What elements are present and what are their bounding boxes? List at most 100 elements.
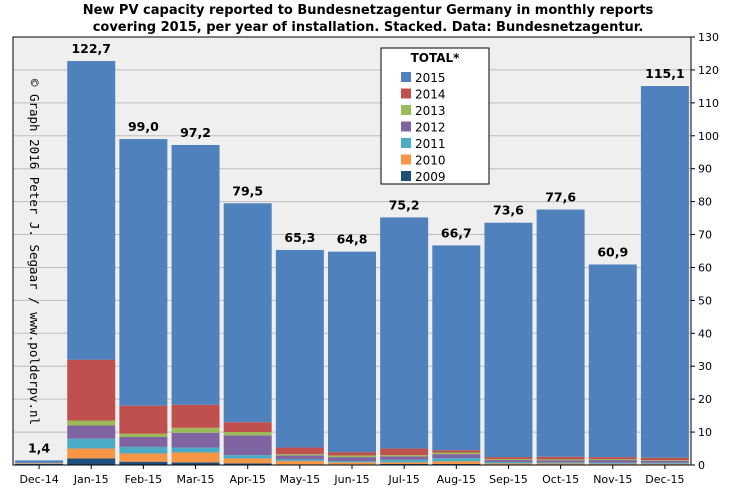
bar-segment-2015 <box>484 222 533 458</box>
total-labels: 1,4 122,7 99,0 97,2 79,5 65,3 64,8 75,2 66,7 73,6… <box>28 41 685 455</box>
bar-segment-2012 <box>484 460 533 463</box>
bar-segment-2015 <box>640 86 689 458</box>
y-tick-label: 40 <box>698 327 712 340</box>
x-tick-label: Aug-15 <box>437 473 476 486</box>
bar-segment-2015 <box>588 264 637 458</box>
bar-segment-2010 <box>275 461 324 465</box>
y-axis: 0 10 20 30 40 50 60 70 80 90 100 110 120 130 <box>691 31 719 472</box>
bar-segment-2015 <box>328 251 376 453</box>
y-tick-label: 30 <box>698 360 712 373</box>
y-tick-label: 80 <box>698 196 712 209</box>
bar-segment-2015 <box>223 203 272 423</box>
bar-segment-2012 <box>380 456 429 460</box>
bar-segment-2014 <box>223 422 272 433</box>
x-tick-label: Apr-15 <box>230 473 266 486</box>
bar-segment-2010 <box>15 463 64 465</box>
legend-entry-2010: 2010 <box>415 154 446 168</box>
y-tick-label: 110 <box>698 97 719 110</box>
y-tick-label: 70 <box>698 229 712 242</box>
bar-segment-2015 <box>15 460 64 463</box>
x-tick-label: Oct-15 <box>542 473 579 486</box>
bar-segment-2013 <box>223 432 272 436</box>
legend-entry-2014: 2014 <box>415 88 446 102</box>
legend-swatch-2014 <box>401 88 411 99</box>
bar-segment-2011 <box>484 462 533 464</box>
total-data-label: 115,1 <box>645 66 685 81</box>
total-data-label: 75,2 <box>389 197 420 212</box>
bar-segment-2010 <box>588 463 637 465</box>
watermark-text: © Graph 2016 Peter J. Segaar / www.polde… <box>27 79 42 425</box>
bar-segment-2013 <box>119 433 168 438</box>
chart-title: New PV capacity reported to Bundesnetzag… <box>83 3 654 35</box>
bar-segment-2014 <box>536 456 585 460</box>
bar-segment-2012 <box>588 460 637 463</box>
bar-segment-2012 <box>536 460 585 463</box>
total-data-label: 79,5 <box>232 183 263 198</box>
bar-segment-2009 <box>171 462 220 465</box>
bar-segment-2012 <box>432 454 481 459</box>
legend-swatch-2011 <box>401 138 411 148</box>
bar-segment-2009 <box>223 463 272 465</box>
legend: TOTAL* 2015 2014 2013 2012 2011 2010 2009 <box>380 47 490 185</box>
chart-title-line-1: New PV capacity reported to Bundesnetzag… <box>83 3 654 18</box>
bar-segment-2010 <box>432 461 481 465</box>
legend-swatch-2010 <box>401 154 411 165</box>
bar-segment-2015 <box>380 217 429 449</box>
bar-segment-2014 <box>484 457 533 460</box>
bar-segment-2010 <box>640 463 689 465</box>
total-data-label: 77,6 <box>545 190 576 205</box>
bar-segment-2014 <box>588 457 637 460</box>
legend-box <box>380 47 490 185</box>
bar-segment-2013 <box>328 455 376 458</box>
x-tick-label: Dec-14 <box>19 473 58 486</box>
bar-segment-2009 <box>67 458 116 465</box>
bar-segment-2014 <box>67 359 116 421</box>
y-tick-label: 50 <box>698 294 712 307</box>
x-tick-label: Jan-15 <box>73 473 109 486</box>
bar-segment-2015 <box>119 139 168 406</box>
legend-swatch-2013 <box>401 105 411 115</box>
y-tick-label: 130 <box>698 31 719 44</box>
bar-segment-2015 <box>536 209 585 457</box>
bar-segment-2011 <box>432 458 481 462</box>
bar-segment-2011 <box>223 455 272 459</box>
y-tick-label: 90 <box>698 163 712 176</box>
legend-entry-2009: 2009 <box>415 170 446 184</box>
bar-segment-2014 <box>275 447 324 455</box>
bar-segment-2010 <box>536 463 585 465</box>
bar-segment-2012 <box>640 460 689 463</box>
bar-segment-2011 <box>380 459 429 463</box>
bar-segment-2014 <box>432 450 481 453</box>
bar-segment-2012 <box>328 457 376 462</box>
total-data-label: 64,8 <box>337 232 368 247</box>
x-tick-label: May-15 <box>280 473 321 486</box>
x-tick-label: Dec-15 <box>645 473 684 486</box>
total-data-label: 99,0 <box>128 119 159 134</box>
bar-segment-2011 <box>640 462 689 464</box>
x-tick-label: Jun-15 <box>333 473 369 486</box>
bar-segment-2015 <box>275 250 324 448</box>
chart-title-line-2: covering 2015, per year of installation.… <box>93 20 644 35</box>
y-tick-label: 120 <box>698 64 719 77</box>
bar-segment-2015 <box>432 245 481 451</box>
bar-segment-2011 <box>67 438 116 449</box>
bar-segment-2013 <box>380 455 429 457</box>
bars <box>15 61 689 465</box>
x-tick-label: Nov-15 <box>593 473 632 486</box>
bar-segment-2015 <box>67 61 116 360</box>
legend-entry-2012: 2012 <box>415 121 446 135</box>
bar-segment-2011 <box>275 459 324 462</box>
bar-segment-2014 <box>380 448 429 456</box>
total-data-label: 97,2 <box>180 125 211 140</box>
bar-segment-2015 <box>171 144 220 405</box>
x-tick-label: Mar-15 <box>177 473 215 486</box>
x-axis: Dec-14 Jan-15 Feb-15 Mar-15 Apr-15 May-15 Jun-… <box>19 465 685 486</box>
bar-segment-2010 <box>171 452 220 463</box>
bar-segment-2013 <box>640 460 689 461</box>
legend-entry-2013: 2013 <box>415 104 446 118</box>
bar-segment-2010 <box>67 448 116 459</box>
bar-segment-2014 <box>640 457 689 461</box>
bar-segment-2013 <box>588 459 637 461</box>
total-data-label: 66,7 <box>441 225 472 240</box>
